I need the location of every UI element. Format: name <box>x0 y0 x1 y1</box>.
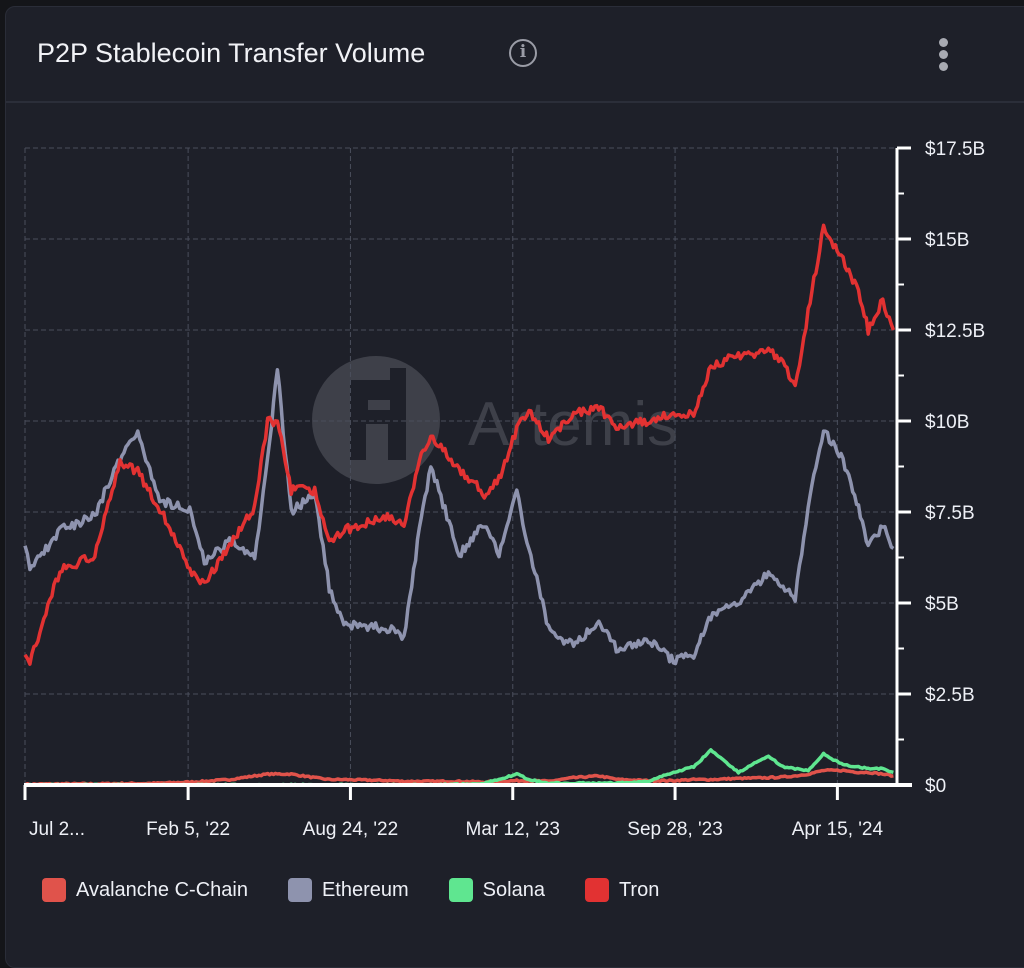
y-tick-label: $0 <box>925 776 946 797</box>
y-tick-label: $5B <box>925 594 959 615</box>
legend-swatch <box>584 878 609 902</box>
legend-item[interactable]: Avalanche C-Chain <box>42 878 248 902</box>
artemis-watermark: Artemis <box>312 356 678 484</box>
y-tick-label: $7.5B <box>925 503 975 524</box>
legend-label: Solana <box>482 878 545 901</box>
legend-label: Ethereum <box>321 878 409 901</box>
legend-label: Avalanche C-Chain <box>76 878 248 901</box>
legend-swatch <box>42 878 66 902</box>
x-tick-label: Aug 24, '22 <box>303 819 399 840</box>
info-icon[interactable]: i <box>509 39 537 67</box>
x-tick-label: Mar 12, '23 <box>466 819 560 840</box>
series-line-avalanche-c-chain <box>24 768 894 787</box>
y-tick-label: $10B <box>925 412 969 433</box>
x-tick-label: Feb 5, '22 <box>146 819 230 840</box>
y-tick-label: $12.5B <box>925 321 985 342</box>
x-tick-label: Jul 2... <box>29 819 85 840</box>
legend-item[interactable]: Tron <box>584 878 660 902</box>
chart-card <box>5 6 1024 968</box>
x-tick-label: Sep 28, '23 <box>627 819 723 840</box>
legend-item[interactable]: Ethereum <box>287 878 409 902</box>
header-divider <box>6 101 1024 103</box>
y-tick-label: $2.5B <box>925 685 975 706</box>
y-tick-label: $15B <box>925 230 969 251</box>
series-line-tron <box>23 223 896 666</box>
y-tick-label: $17.5B <box>925 139 985 160</box>
series-line-ethereum <box>23 367 895 666</box>
line-chart[interactable]: Artemis $0 $2.5B $5B $7.5B $10B $12.5B $15B $17… <box>0 0 1024 946</box>
legend-label: Tron <box>618 878 660 901</box>
x-tick-label: Apr 15, '24 <box>792 819 884 840</box>
legend: Avalanche C-Chain Ethereum Solana Tron <box>42 878 699 902</box>
legend-swatch <box>448 878 473 902</box>
legend-item[interactable]: Solana <box>448 878 545 902</box>
chart-title: P2P Stablecoin Transfer Volume <box>37 38 426 68</box>
more-vertical-icon[interactable] <box>934 38 952 74</box>
legend-swatch <box>287 878 312 902</box>
